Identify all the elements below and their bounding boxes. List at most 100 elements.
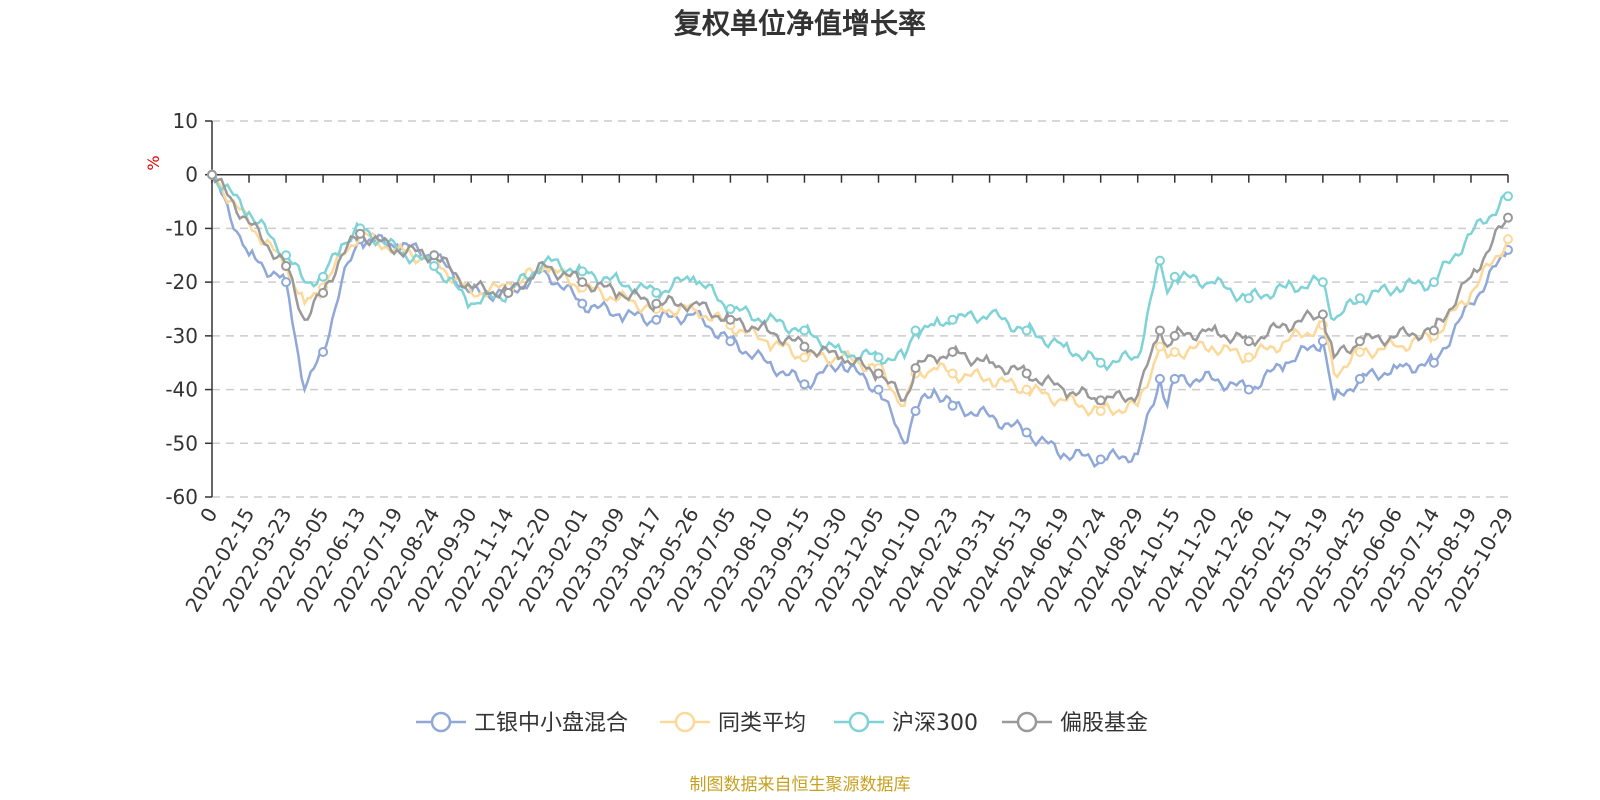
data-point [1095, 395, 1106, 406]
axes [211, 121, 1508, 497]
data-point [725, 304, 736, 314]
x-tick-label: 0 [195, 504, 222, 527]
data-point [910, 325, 921, 336]
data-point [910, 363, 921, 374]
data-point [799, 379, 810, 390]
data-point [873, 384, 884, 395]
data-point [1428, 277, 1439, 288]
grid-lines [212, 120, 1508, 498]
legend-marker [674, 711, 696, 733]
y-tick-label: -60 [165, 485, 198, 509]
data-point [1154, 325, 1165, 336]
data-point [651, 287, 662, 298]
data-point [1354, 293, 1365, 304]
data-point [1095, 454, 1106, 465]
y-tick-label: -50 [165, 431, 198, 455]
legend-item-3[interactable]: 偏股基金 [1002, 711, 1148, 736]
data-point [947, 346, 958, 357]
data-point [1154, 373, 1165, 384]
data-point [1095, 357, 1106, 368]
data-point [1428, 357, 1439, 368]
legend-item-2[interactable]: 沪深300 [834, 711, 978, 736]
data-point [1095, 406, 1106, 417]
data-point [799, 325, 810, 336]
data-point [1243, 336, 1254, 347]
data-point [651, 298, 662, 309]
data-point [1154, 341, 1165, 352]
data-point [1169, 373, 1180, 384]
data-point [281, 277, 292, 288]
data-point [1021, 427, 1032, 438]
data-point [577, 266, 588, 277]
series-lines [207, 169, 1513, 469]
data-point [1154, 255, 1165, 266]
series-line-1 [210, 173, 1510, 418]
legend-item-1[interactable]: 同类平均 [660, 711, 806, 736]
legend-label: 同类平均 [718, 711, 806, 736]
data-point [1317, 309, 1328, 320]
chart-title: 复权单位净值增长率 [674, 7, 926, 40]
data-point [281, 261, 292, 272]
data-point [1021, 325, 1032, 336]
data-point [577, 298, 588, 309]
data-point [1354, 346, 1365, 357]
series-line-0 [211, 173, 1510, 469]
data-point [947, 314, 958, 325]
data-point [910, 406, 921, 417]
y-tick-label: 0 [185, 163, 198, 187]
y-axis-unit: % [144, 155, 163, 170]
y-tick-label: -30 [165, 324, 198, 348]
data-point [318, 271, 329, 282]
data-point [1243, 293, 1254, 304]
data-point [947, 400, 958, 411]
y-tick-label: 10 [173, 109, 198, 133]
data-point [429, 261, 440, 272]
data-point [1354, 373, 1365, 384]
data-point [1243, 384, 1254, 395]
data-point [873, 368, 884, 379]
legend-item-0[interactable]: 工银中小盘混合 [416, 711, 628, 736]
data-point [1428, 325, 1439, 336]
data-point [1503, 234, 1513, 245]
data-point [1243, 352, 1254, 363]
y-tick-label: -40 [165, 378, 198, 402]
data-point [577, 277, 588, 288]
data-point [1169, 271, 1180, 282]
data-point [355, 228, 366, 239]
data-point [799, 352, 810, 363]
legend-marker [1016, 711, 1038, 733]
data-point [318, 287, 329, 298]
data-point [318, 346, 329, 357]
data-point [725, 314, 736, 325]
data-point [1021, 368, 1032, 379]
series-line-2 [210, 173, 1509, 372]
data-point [281, 250, 292, 261]
data-point [1317, 277, 1328, 288]
data-point [1169, 346, 1180, 357]
legend-label: 工银中小盘混合 [474, 711, 628, 736]
data-point [725, 336, 736, 347]
data-point [947, 368, 958, 379]
data-point [1354, 336, 1365, 347]
legend-label: 偏股基金 [1060, 711, 1148, 736]
data-point [873, 352, 884, 363]
legend[interactable]: 工银中小盘混合 同类平均 沪深300 偏股基金 [416, 711, 1148, 736]
y-axis-ticks: 10 0 -10 -20 -30 -40 -50 -60 [165, 109, 212, 509]
legend-marker [430, 711, 452, 733]
data-point [1503, 212, 1513, 223]
data-point [207, 169, 217, 180]
data-point [1169, 330, 1180, 341]
data-point [799, 341, 810, 352]
series-line-3 [210, 174, 1510, 406]
data-point [651, 314, 662, 325]
data-point [1021, 384, 1032, 395]
data-point [503, 287, 514, 298]
legend-marker [848, 711, 870, 733]
data-point [429, 250, 440, 261]
data-point [1503, 191, 1513, 202]
y-tick-label: -10 [165, 216, 198, 240]
legend-label: 沪深300 [892, 711, 978, 736]
y-tick-label: -20 [165, 270, 198, 294]
source-note: 制图数据来自恒生聚源数据库 [690, 775, 911, 795]
